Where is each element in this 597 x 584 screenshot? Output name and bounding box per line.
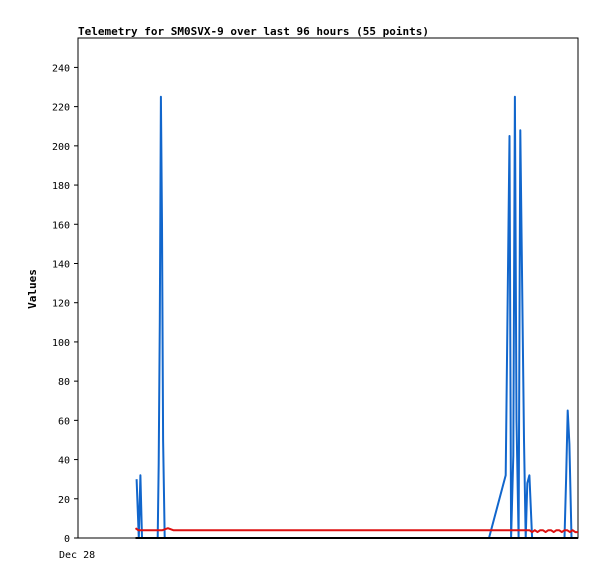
y-tick-label: 120 [52,299,70,310]
y-tick-label: 160 [52,220,70,231]
y-tick-label: 180 [52,181,70,192]
y-tick-label: 220 [52,103,70,114]
y-tick-label: 240 [52,63,70,74]
y-tick-label: 40 [58,456,70,467]
y-axis-label: Values [26,269,39,309]
x-axis-ticks: Dec 28 [59,550,95,561]
y-tick-label: 200 [52,142,70,153]
y-axis-ticks: 0 20 40 60 80 100 120 140 160 180 200 220 240 [52,63,78,545]
series-layer [134,95,578,539]
y-tick-label: 140 [52,259,70,270]
series-line-2 [134,527,578,534]
chart-title: Telemetry for SM0SVX-9 over last 96 hour… [78,25,429,38]
y-tick-label: 20 [58,495,70,506]
plot-area [77,37,579,539]
x-tick-label: Dec 28 [59,550,95,561]
y-tick-label: 60 [58,416,70,427]
y-tick-label: 80 [58,377,70,388]
y-tick-label: 0 [64,534,70,545]
y-tick-label: 100 [52,338,70,349]
